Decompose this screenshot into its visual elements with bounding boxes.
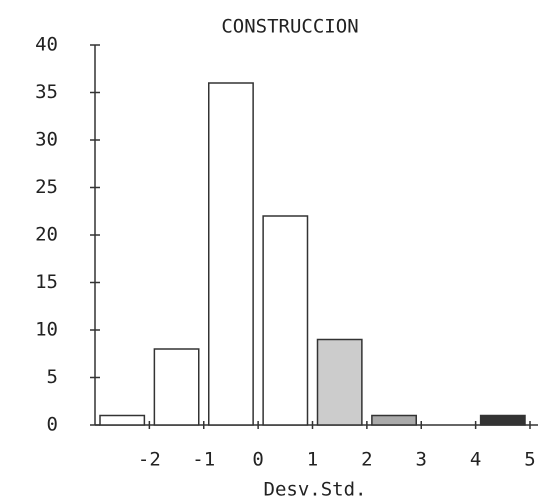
x-tick-label: 5: [524, 449, 535, 471]
y-tick-label: 30: [35, 129, 58, 151]
bar: [262, 215, 309, 426]
x-tick-label: 1: [307, 449, 318, 471]
bar: [316, 338, 363, 426]
x-tick-label: 2: [361, 449, 372, 471]
bar: [153, 348, 200, 426]
x-tick-label: -1: [192, 449, 215, 471]
y-tick-label: 40: [35, 34, 58, 56]
y-tick-label: 5: [47, 366, 58, 388]
y-tick-label: 10: [35, 319, 58, 341]
x-tick-label: -2: [138, 449, 161, 471]
y-tick-label: 35: [35, 81, 58, 103]
y-tick-label: 15: [35, 271, 58, 293]
bar: [479, 414, 526, 426]
y-tick-label: 0: [47, 414, 58, 436]
x-tick-label: 0: [252, 449, 263, 471]
bar: [371, 414, 417, 426]
bar: [99, 414, 146, 426]
x-axis-label: Desv.Std.: [264, 479, 367, 501]
x-tick-label: 4: [470, 449, 481, 471]
x-tick-label: 3: [416, 449, 427, 471]
bar: [208, 82, 254, 426]
y-tick-label: 20: [35, 224, 58, 246]
chart-title: CONSTRUCCION: [221, 16, 358, 38]
y-tick-label: 25: [35, 176, 58, 198]
